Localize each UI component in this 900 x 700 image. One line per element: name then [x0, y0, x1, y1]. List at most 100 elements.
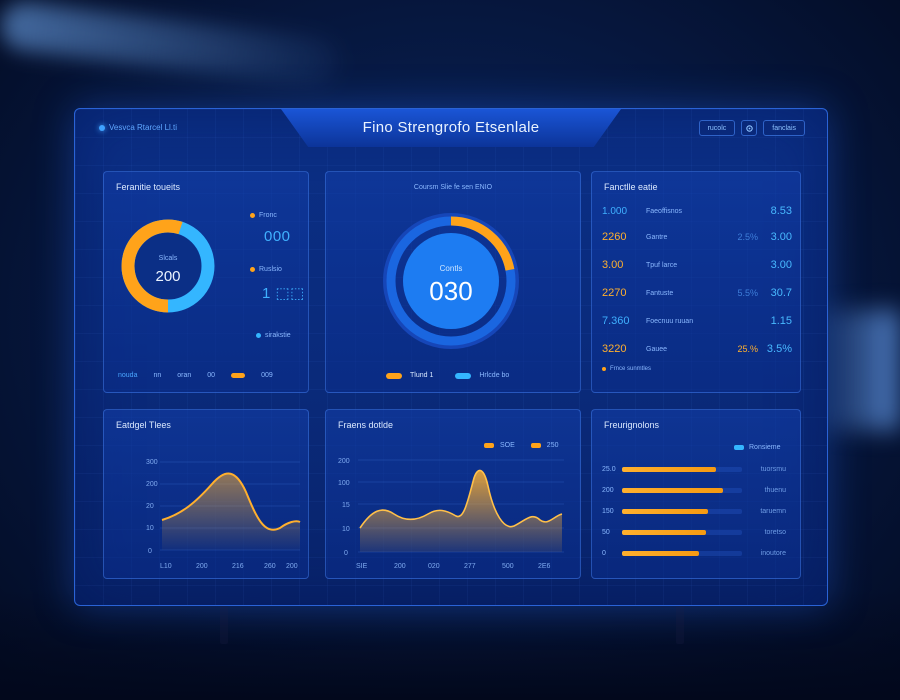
row-value: 7.360 [602, 315, 630, 327]
table-row[interactable]: 3220 Gauee 25.% 3.5% [602, 342, 792, 356]
legend-swatch-blue [455, 372, 472, 379]
brand[interactable]: Vesvca Rtarcel Ll.ti [99, 123, 177, 132]
background-light-beam [0, 0, 342, 89]
row-percent: 2.5% [737, 232, 758, 242]
bar-tick: 200 [602, 486, 614, 494]
table-row[interactable]: 3.00 Tpuf larce 3.00 [602, 258, 792, 272]
row-label: Gantre [646, 233, 668, 241]
y-tick: 15 [342, 502, 350, 509]
bar-track [622, 529, 742, 535]
area-chart-1: 300 200 20 10 0 L10 200 216 260 200 [146, 459, 301, 570]
y-tick: 300 [146, 459, 158, 466]
donut-panel: Feranitie toueits Slcals 200 Fronc 000 R… [103, 171, 309, 393]
bar-end-label: toretso [764, 528, 786, 536]
row-end-value: 3.00 [770, 259, 792, 271]
footer-value: 009 [261, 372, 273, 379]
legend-label: SOE [500, 442, 515, 449]
bar-row[interactable]: 25.0 tuorsmu [602, 464, 792, 474]
monitor-stand-right [676, 604, 684, 644]
x-axis-labels: L10 200 216 260 200 [160, 563, 298, 570]
bar-fill [622, 550, 699, 556]
x-axis-labels: SIE 200 020 277 500 2E6 [356, 563, 551, 570]
legend-label: Fronc [259, 212, 277, 219]
y-axis-labels: 300 200 20 10 0 [146, 459, 158, 555]
row-end-value: 3.00 [770, 231, 792, 243]
area-chart-2: 200 100 15 10 0 SIE 200 020 277 500 2E6 [338, 458, 564, 570]
bar-chart-legend: Ronsieme [734, 444, 781, 451]
table-row[interactable]: 2270 Fantuste 5.5% 30.7 [602, 286, 792, 300]
legend-dot-icon [250, 267, 255, 272]
bar-tick: 150 [602, 507, 614, 515]
footer-label: oran [177, 372, 192, 379]
y-tick: 20 [146, 503, 154, 510]
bar-fill [622, 466, 716, 472]
bar-end-label: thuenu [764, 486, 786, 494]
x-tick: 500 [502, 563, 514, 570]
x-tick: SIE [356, 563, 368, 570]
legend-label: Ruslsio [259, 266, 282, 273]
gauge-chart [383, 213, 519, 349]
bar-track [622, 550, 742, 556]
ranking-panel-title: Fanctlle eatie [604, 182, 658, 192]
header-control-1[interactable]: rucolc [698, 120, 736, 136]
header-control-2[interactable]: fanclais [763, 120, 805, 136]
footer-value: nn [153, 372, 162, 379]
row-label: Faeoffisnos [646, 207, 683, 215]
x-tick: 200 [286, 563, 298, 570]
row-end-value: 30.7 [770, 287, 792, 299]
donut-legend-item: Ruslsio [250, 266, 282, 273]
bar-row[interactable]: 0 inoutore [602, 548, 792, 558]
row-value: 2260 [602, 231, 627, 243]
table-row[interactable]: 2260 Gantre 2.5% 3.00 [602, 230, 792, 244]
row-end-value: 8.53 [770, 205, 792, 217]
donut-legend-value: 1 ⬚⬚ [262, 285, 305, 302]
gauge-center-value: 030 [429, 276, 473, 306]
legend-label: sirakstie [265, 332, 291, 339]
row-value: 1.000 [602, 205, 628, 217]
donut-center [135, 233, 201, 299]
bar-tick: 0 [602, 549, 606, 557]
footnote-dot-icon [602, 367, 606, 371]
donut-legend-value: 000 [264, 228, 291, 245]
legend-dot-icon [250, 213, 255, 218]
bar-row[interactable]: 150 taruemn [602, 506, 792, 516]
row-label: Gauee [646, 345, 668, 353]
legend-label: 250 [546, 442, 559, 449]
y-tick: 10 [146, 525, 154, 532]
bar-fill [622, 508, 709, 514]
ranking-footnote: Frnce sunmtles [602, 366, 651, 372]
page-title: Fino Strengrofo Etsenlale [362, 119, 540, 136]
bar-chart-title: Freurignolons [604, 420, 660, 430]
gauge-panel-title: Coursm Slie fe sen ENIO [413, 184, 493, 191]
gauge-center [403, 233, 499, 329]
row-percent: 25.% [737, 344, 758, 354]
y-tick: 200 [338, 458, 350, 465]
legend-dot-icon [256, 333, 261, 338]
row-value: 2270 [602, 287, 627, 299]
legend-label: Hrlcde bo [479, 372, 510, 379]
bar-tick: 25.0 [602, 465, 616, 473]
bar-row[interactable]: 200 thuenu [602, 485, 792, 495]
bar-chart-panel: Freurignolons Ronsieme 25.0 tuorsmu 200 … [591, 409, 801, 579]
footnote-label: Frnce sunmtles [610, 366, 652, 372]
donut-legend-item: Fronc [250, 212, 277, 219]
bar-fill [622, 487, 723, 493]
donut-chart [121, 219, 215, 313]
title-tab [281, 109, 621, 147]
y-tick: 200 [146, 481, 158, 488]
ranking-panel: Fanctlle eatie 1.000 Faeoffisnos 8.53 22… [591, 171, 801, 393]
settings-icon[interactable] [741, 120, 758, 136]
table-row[interactable]: 7.360 Foecnuu ruuan 1.15 [602, 314, 792, 328]
table-row[interactable]: 1.000 Faeoffisnos 8.53 [602, 204, 792, 218]
row-label: Fantuste [646, 289, 674, 297]
bar-end-label: tuorsmu [760, 465, 786, 473]
bar-row[interactable]: 50 toretso [602, 527, 792, 537]
area-chart-2-legend: SOE 250 [484, 442, 558, 449]
y-tick: 10 [342, 526, 350, 533]
donut-legend-item: sirakstie [256, 332, 291, 339]
footer-value: 00 [207, 372, 216, 379]
row-percent: 5.5% [737, 288, 758, 298]
bar-end-label: inoutore [760, 549, 786, 557]
footer-label: nouda [118, 372, 138, 379]
row-end-value: 3.5% [766, 343, 792, 355]
